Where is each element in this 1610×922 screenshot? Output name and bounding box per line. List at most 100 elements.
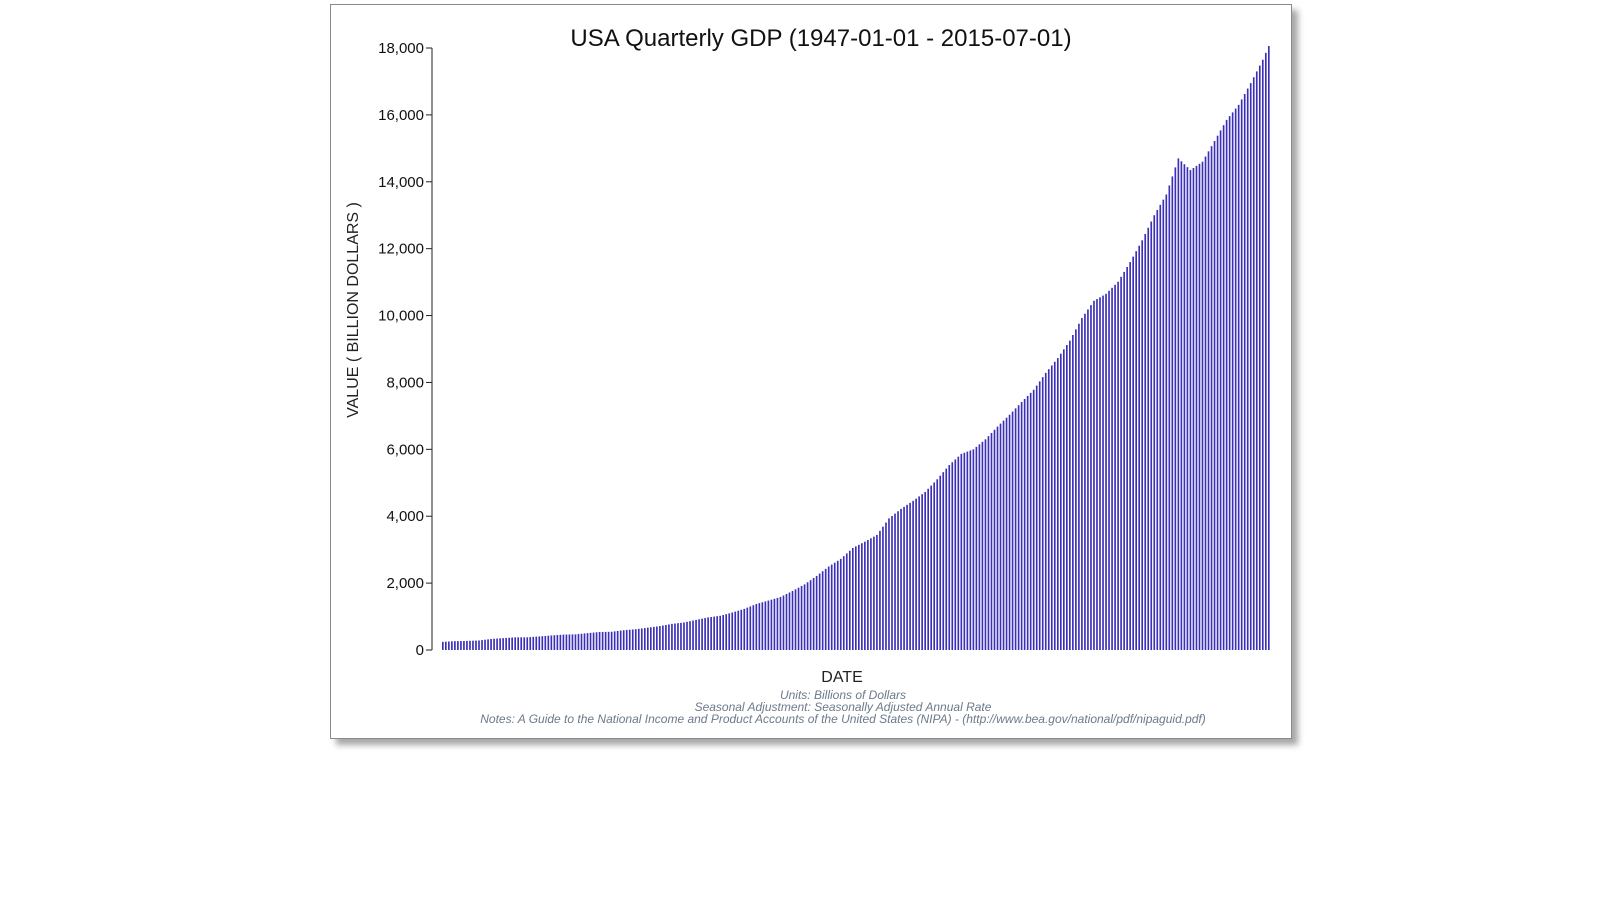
gdp-bar [1192,167,1195,651]
gdp-bar [888,518,890,650]
note-seasonal-adjustment: Seasonal Adjustment: Seasonally Adjusted… [694,700,992,714]
gdp-bar [442,641,444,650]
gdp-bar [580,633,583,650]
gdp-bar [716,616,718,650]
gdp-bar [731,612,734,650]
gdp-bar [1165,194,1168,651]
gdp-bar [722,615,725,650]
gdp-bar [1023,398,1026,650]
gdp-bar [665,624,667,650]
gdp-bar [773,598,776,650]
gdp-bar [595,632,598,650]
gdp-bar [803,584,806,650]
y-tick-label: 2,000 [386,575,424,592]
gdp-bar [879,530,881,650]
gdp-bar [1129,262,1131,650]
gdp-bar [990,432,993,650]
gdp-bar [616,630,619,650]
gdp-bar [610,631,613,650]
gdp-bar [637,628,640,650]
gdp-bar [924,491,926,650]
y-tick-label: 0 [416,642,424,659]
gdp-bar [851,547,854,650]
gdp-bar [1029,392,1032,650]
gdp-bar [882,526,884,650]
gdp-bar [1183,164,1186,650]
gdp-bar [710,617,712,650]
gdp-bar [782,595,785,650]
gdp-bar [577,634,580,650]
gdp-bar [767,600,770,650]
gdp-bar [936,479,939,650]
gdp-bar [493,638,495,650]
bar-series [442,45,1270,651]
gdp-bar [1171,176,1174,650]
gdp-bar [1174,167,1177,650]
gdp-bar [1047,369,1050,650]
gdp-bar [1038,381,1041,650]
gdp-bar [854,546,857,650]
gdp-bar [1252,77,1255,650]
gdp-bar [499,638,501,650]
gdp-bar [743,608,746,650]
gdp-bar [918,496,920,650]
gdp-bar [1093,300,1095,650]
gdp-bar [1198,163,1201,651]
gdp-bar [993,429,996,650]
gdp-bar [701,618,703,650]
gdp-bar [1008,414,1011,650]
gdp-bar [845,553,848,650]
gdp-bar [1096,299,1098,650]
gdp-bar [1072,335,1074,650]
gdp-bar [445,641,447,650]
gdp-bar [876,534,878,650]
gdp-bar [915,498,917,650]
gdp-bar [957,456,960,650]
gdp-bar [1035,385,1038,650]
chart-card: USA Quarterly GDP (1947-01-01 - 2015-07-… [330,4,1292,739]
gdp-bar [457,641,459,650]
gdp-bar [972,449,975,650]
gdp-bar [1246,88,1249,651]
chart-title: USA Quarterly GDP (1947-01-01 - 2015-07-… [570,25,1072,52]
gdp-bar [815,575,818,650]
gdp-bar [454,641,456,650]
gdp-bar [625,629,628,650]
y-tick-label: 12,000 [378,241,424,258]
gdp-bar [1201,161,1204,650]
gdp-bar [628,629,631,650]
gdp-bar [1156,210,1159,651]
gdp-bar [659,626,661,650]
gdp-bar [674,623,676,650]
gdp-bar [532,636,535,650]
gdp-bar [466,640,468,650]
gdp-bar [526,637,529,650]
gdp-bar [999,423,1002,650]
gdp-bar [1120,276,1122,650]
gdp-bar [529,637,532,650]
gdp-bar [568,634,571,650]
gdp-bar [1207,151,1210,650]
gdp-bar [484,639,486,650]
gdp-bar [1219,130,1222,650]
gdp-bar [749,606,752,650]
gdp-bar [1105,293,1107,650]
gdp-bar [613,631,616,650]
gdp-bar [460,641,462,650]
y-tick-label: 18,000 [378,40,424,57]
gdp-bar [1099,297,1101,650]
gdp-bar [912,500,914,650]
gdp-bar [1186,167,1189,650]
gdp-bar [1069,340,1071,650]
gdp-bar [619,630,622,650]
gdp-bar [583,633,586,650]
gdp-bar [806,582,809,650]
gdp-bar [1050,365,1053,650]
gdp-bar [930,485,933,650]
gdp-bar [1041,377,1044,650]
gdp-bar [1123,271,1125,650]
gdp-bar [592,632,595,650]
gdp-bar [668,624,670,650]
gdp-bar [565,634,568,650]
gdp-bar [734,611,737,650]
